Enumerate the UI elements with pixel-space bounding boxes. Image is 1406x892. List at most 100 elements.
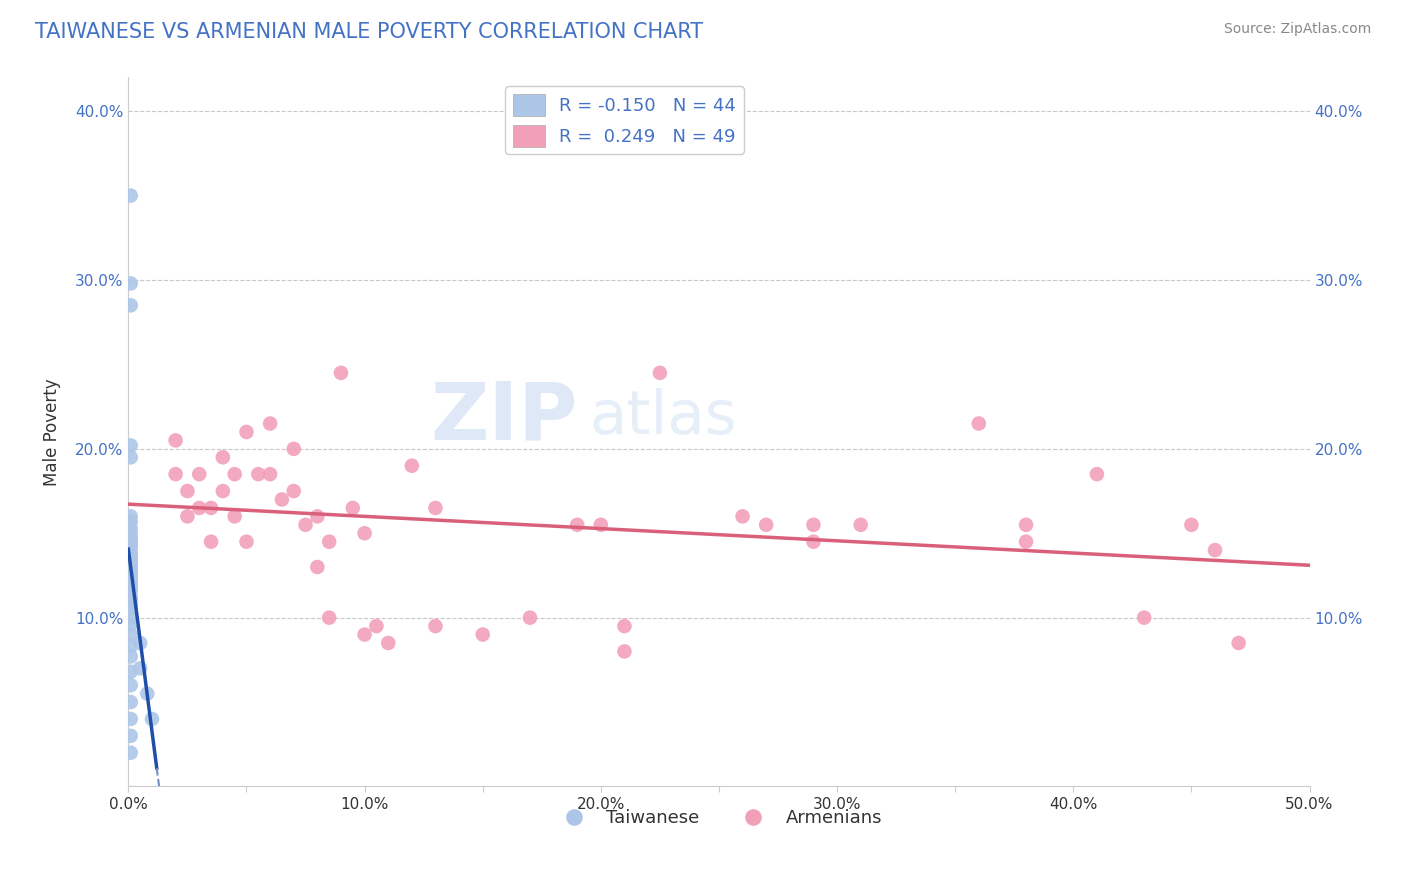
Point [120, 526, 142, 541]
Point [200, 500, 222, 515]
Point [224, 509, 246, 524]
Point [1015, 517, 1038, 532]
Point [307, 560, 329, 574]
Point [120, 515, 142, 529]
Point [967, 417, 990, 431]
Point [188, 467, 211, 482]
Point [120, 602, 142, 616]
Point [471, 627, 494, 641]
Point [141, 712, 163, 726]
Point [589, 517, 612, 532]
Point [120, 580, 142, 594]
Point [120, 746, 142, 760]
Point [120, 617, 142, 632]
Point [120, 438, 142, 452]
Point [803, 534, 825, 549]
Point [120, 577, 142, 591]
Point [120, 560, 142, 574]
Point [120, 570, 142, 584]
Point [1227, 636, 1250, 650]
Point [330, 366, 353, 380]
Point [165, 467, 187, 482]
Point [120, 597, 142, 611]
Point [366, 619, 388, 633]
Point [259, 417, 281, 431]
Point [120, 678, 142, 692]
Point [283, 442, 305, 456]
Text: TAIWANESE VS ARMENIAN MALE POVERTY CORRELATION CHART: TAIWANESE VS ARMENIAN MALE POVERTY CORRE… [35, 22, 703, 42]
Point [165, 434, 187, 448]
Point [120, 553, 142, 567]
Point [1133, 610, 1156, 624]
Point [120, 557, 142, 571]
Point [318, 534, 340, 549]
Point [377, 636, 399, 650]
Point [567, 517, 589, 532]
Point [200, 534, 222, 549]
Point [120, 610, 142, 624]
Point [120, 695, 142, 709]
Point [120, 583, 142, 598]
Point [425, 619, 447, 633]
Point [120, 521, 142, 535]
Point [120, 649, 142, 664]
Point [176, 484, 198, 499]
Point [425, 500, 447, 515]
Point [120, 549, 142, 564]
Point [120, 450, 142, 465]
Point [1180, 517, 1202, 532]
Point [120, 712, 142, 726]
Point [120, 729, 142, 743]
Point [120, 298, 142, 312]
Point [120, 640, 142, 654]
Point [212, 450, 235, 465]
Point [342, 500, 364, 515]
Legend: Taiwanese, Armenians: Taiwanese, Armenians [548, 802, 890, 834]
Point [235, 534, 257, 549]
Point [353, 627, 375, 641]
Point [1085, 467, 1108, 482]
Point [755, 517, 778, 532]
Point [1015, 534, 1038, 549]
Text: atlas: atlas [589, 388, 737, 447]
Point [803, 517, 825, 532]
Point [401, 458, 423, 473]
Point [259, 467, 281, 482]
Point [307, 509, 329, 524]
Point [648, 366, 671, 380]
Point [120, 589, 142, 603]
Point [283, 484, 305, 499]
Point [224, 467, 246, 482]
Point [120, 534, 142, 549]
Point [120, 277, 142, 291]
Point [613, 619, 636, 633]
Point [1204, 543, 1226, 558]
Point [120, 627, 142, 641]
Point [120, 566, 142, 581]
Point [613, 644, 636, 658]
Point [271, 492, 294, 507]
Point [136, 687, 159, 701]
Point [120, 509, 142, 524]
Point [519, 610, 541, 624]
Text: ZIP: ZIP [430, 379, 578, 457]
Point [120, 665, 142, 679]
Point [294, 517, 316, 532]
Point [731, 509, 754, 524]
Point [235, 425, 257, 439]
Point [120, 563, 142, 577]
Point [120, 592, 142, 607]
Point [129, 661, 152, 675]
Text: Source: ZipAtlas.com: Source: ZipAtlas.com [1223, 22, 1371, 37]
Point [353, 526, 375, 541]
Point [120, 547, 142, 561]
Point [120, 574, 142, 588]
Point [188, 500, 211, 515]
Y-axis label: Male Poverty: Male Poverty [44, 378, 60, 486]
Point [318, 610, 340, 624]
Point [120, 541, 142, 556]
Point [849, 517, 872, 532]
Point [212, 484, 235, 499]
Point [247, 467, 270, 482]
Point [120, 188, 142, 202]
